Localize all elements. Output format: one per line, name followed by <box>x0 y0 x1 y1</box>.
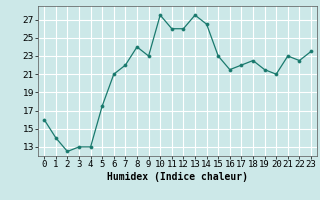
X-axis label: Humidex (Indice chaleur): Humidex (Indice chaleur) <box>107 172 248 182</box>
